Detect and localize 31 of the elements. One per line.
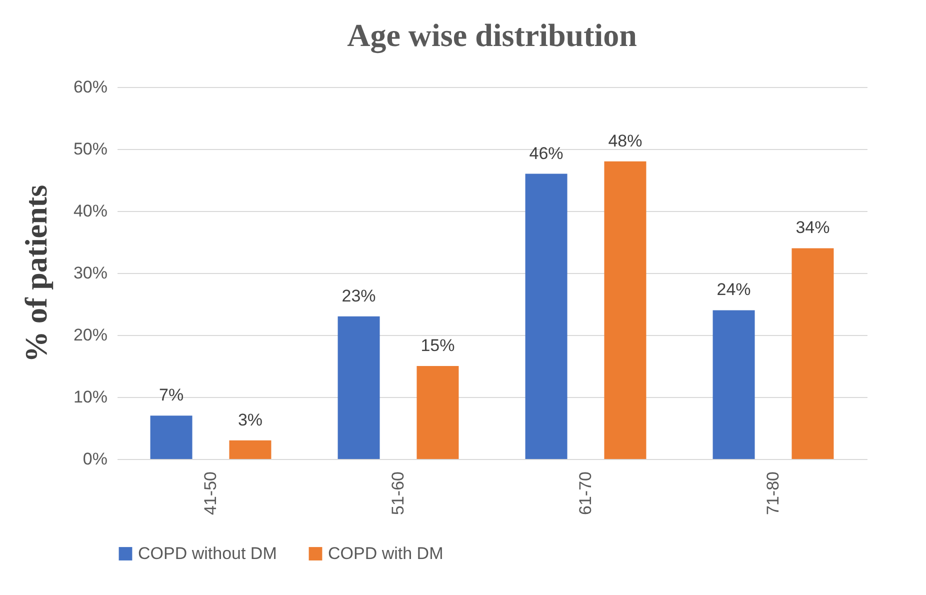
- data-label: 23%: [342, 286, 376, 306]
- x-tick-label: 41-50: [200, 472, 220, 515]
- y-tick-label: 50%: [73, 140, 108, 158]
- bar: [229, 440, 272, 459]
- bar: [712, 310, 755, 459]
- legend-label: COPD with DM: [328, 544, 444, 563]
- data-label: 7%: [158, 386, 184, 405]
- y-tick-label: 40%: [73, 202, 108, 220]
- y-tick-label: 10%: [73, 388, 108, 406]
- y-tick-label: 30%: [73, 264, 108, 282]
- y-tick-label: 20%: [73, 326, 108, 344]
- x-tick-label: 51-60: [388, 472, 408, 515]
- bar: [792, 248, 834, 459]
- legend-label: COPD without DM: [138, 544, 277, 563]
- bar: [604, 161, 646, 459]
- bar: [416, 366, 459, 459]
- x-tick-label: 61-70: [576, 472, 595, 515]
- data-label: 3%: [238, 410, 263, 430]
- bar: [338, 316, 380, 459]
- data-label: 24%: [716, 280, 751, 300]
- x-tick-label: 71-80: [763, 472, 782, 515]
- y-tick-label: 60%: [73, 78, 108, 96]
- y-tick-label: 0%: [82, 450, 108, 468]
- bar: [150, 416, 192, 459]
- data-label: 15%: [420, 336, 455, 355]
- data-label: 34%: [796, 218, 830, 238]
- y-axis-title: % of patients: [18, 184, 54, 362]
- chart-title: Age wise distribution: [347, 17, 638, 54]
- data-label: 48%: [608, 131, 642, 150]
- bar: [525, 174, 568, 459]
- data-label: 46%: [529, 144, 564, 163]
